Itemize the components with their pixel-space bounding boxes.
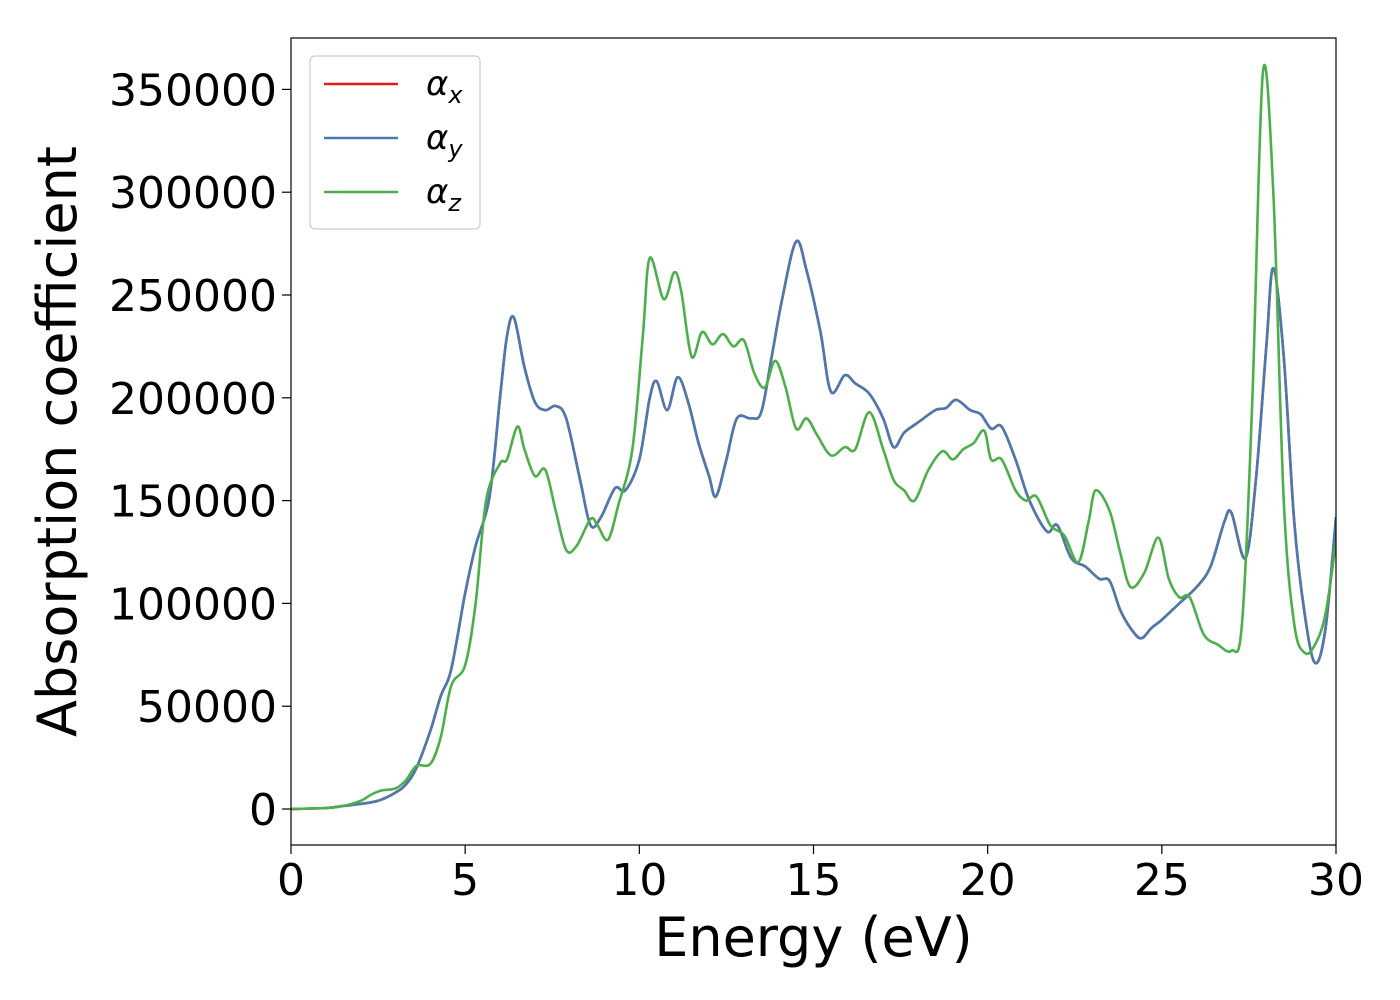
x-tick-label: 25: [1134, 855, 1190, 906]
y-tick-label: 0: [249, 785, 277, 836]
x-tick-label: 30: [1308, 855, 1364, 906]
x-axis: 0 5 10 15 20 25 30: [277, 845, 1364, 906]
x-tick-label: 10: [611, 855, 667, 906]
y-tick-label: 350000: [109, 65, 277, 116]
series-line-z: [291, 63, 1336, 811]
x-tick-label: 0: [277, 855, 305, 906]
y-tick-label: 50000: [137, 682, 277, 733]
x-axis-title: Energy (eV): [654, 906, 973, 969]
y-axis-title: Absorption coefficient: [26, 146, 89, 737]
y-tick-label: 200000: [109, 374, 277, 425]
y-tick-label: 250000: [109, 271, 277, 322]
legend-box: [309, 55, 481, 230]
y-tick-label: 150000: [109, 477, 277, 528]
y-axis: 0 50000 100000 150000 200000 250000 300000 3500…: [109, 65, 291, 836]
y-tick-label: 300000: [109, 168, 277, 219]
x-tick-label: 20: [960, 855, 1016, 906]
legend: αx αy αz: [309, 55, 481, 230]
series-line-y: [291, 239, 1336, 811]
y-tick-label: 100000: [109, 579, 277, 630]
legend-label-x: αx: [426, 64, 463, 109]
series-layer: [291, 63, 1336, 811]
legend-label-y: αy: [426, 118, 463, 163]
x-tick-label: 5: [451, 855, 479, 906]
x-tick-label: 15: [786, 855, 842, 906]
legend-label-z: αz: [426, 172, 462, 217]
